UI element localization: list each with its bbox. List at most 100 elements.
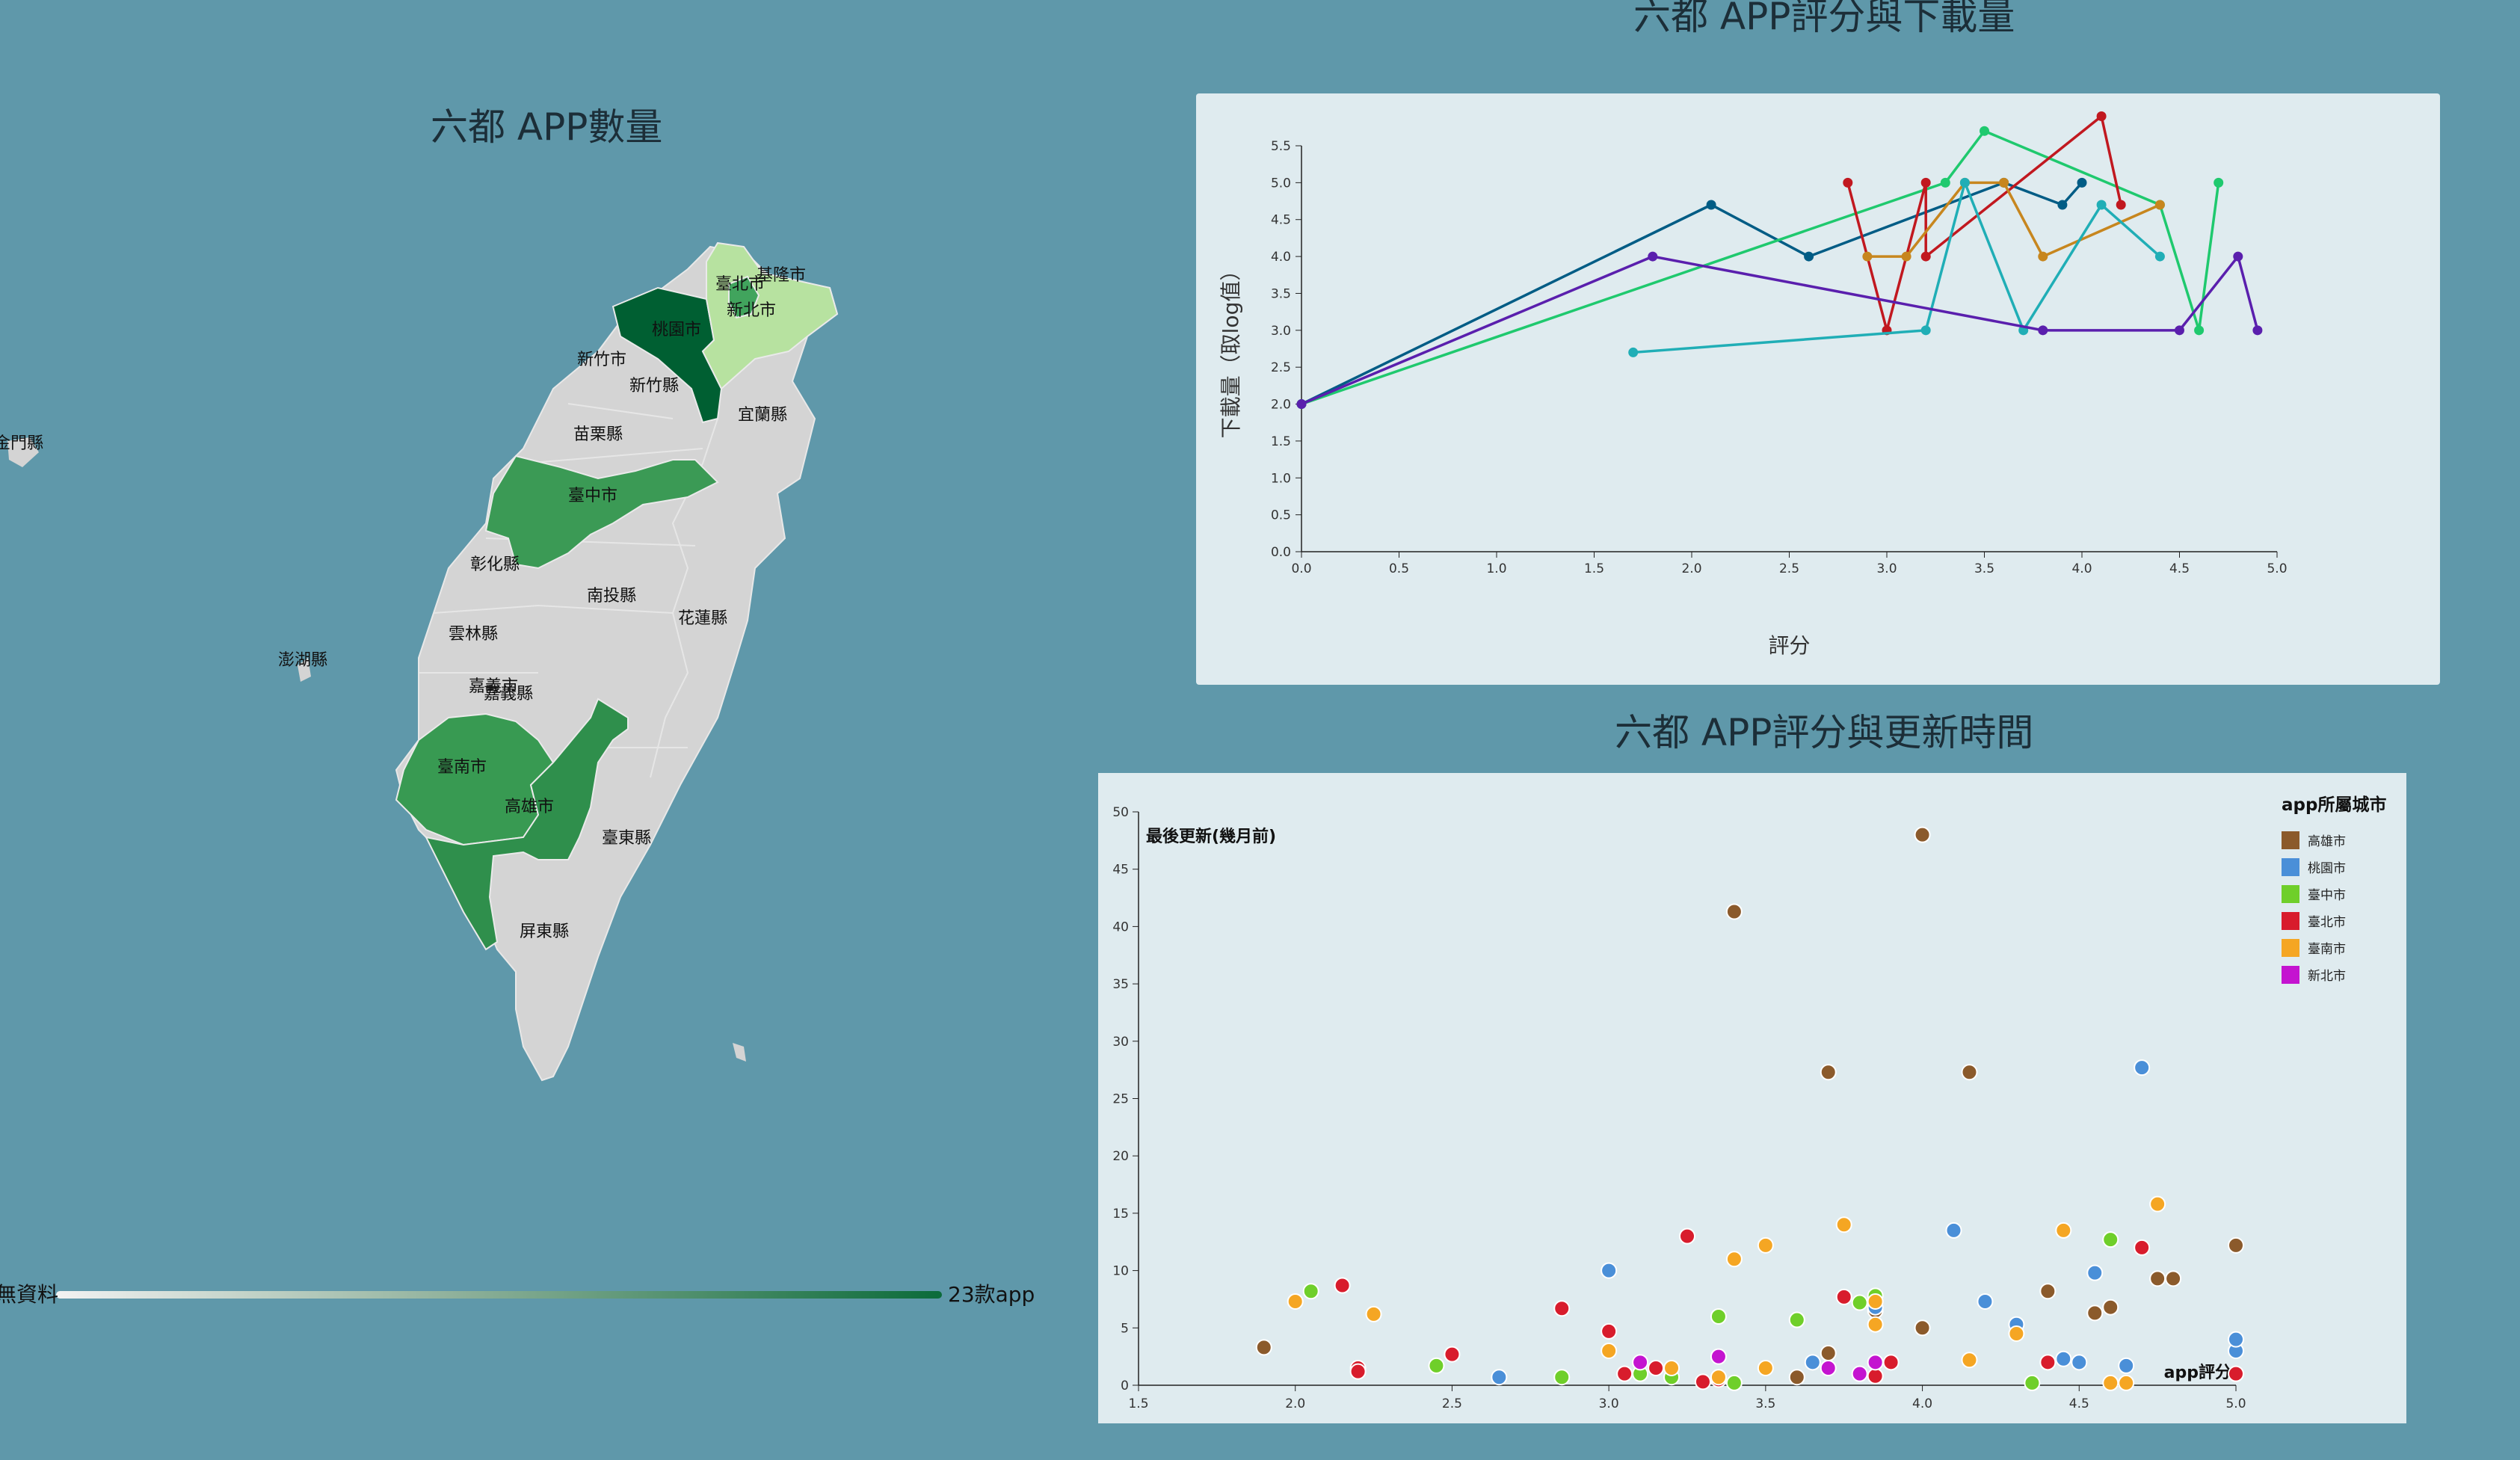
legend-label: 臺中市 bbox=[2308, 888, 2346, 903]
data-point bbox=[1920, 325, 1931, 336]
data-point bbox=[1920, 177, 1931, 188]
x-tick-label: 0.0 bbox=[1291, 561, 1311, 576]
scatter-point-0 bbox=[2228, 1236, 2244, 1254]
y-tick-label: 4.5 bbox=[1271, 213, 1291, 228]
scatter-point-0 bbox=[1788, 1369, 1805, 1386]
scatter-point-5 bbox=[1820, 1359, 1837, 1376]
scatter-point-4 bbox=[2055, 1222, 2072, 1239]
map-legend-min-label: 無資料 bbox=[0, 1282, 59, 1307]
y-tick-label: 20 bbox=[1112, 1149, 1129, 1164]
x-tick-label: 0.5 bbox=[1389, 561, 1409, 576]
scatter-point-2 bbox=[1710, 1307, 1727, 1325]
scatter-point-0 bbox=[2086, 1305, 2104, 1322]
scatter-point-0 bbox=[1255, 1339, 1272, 1356]
scatter-point-3 bbox=[1694, 1373, 1711, 1390]
x-tick-label: 5.0 bbox=[2225, 1396, 2246, 1411]
series-line-3 bbox=[1867, 181, 2161, 259]
x-tick-label: 1.5 bbox=[1584, 561, 1604, 576]
series-line-4 bbox=[1633, 178, 2161, 354]
data-point bbox=[2194, 325, 2205, 336]
scatter-point-0 bbox=[1961, 1064, 1978, 1081]
scatter-point-2 bbox=[1428, 1357, 1445, 1374]
county-label: 宜蘭縣 bbox=[738, 406, 787, 425]
scatter-point-4 bbox=[1663, 1359, 1680, 1376]
scatter-point-2 bbox=[1302, 1283, 1319, 1300]
data-point bbox=[1980, 126, 1989, 136]
y-tick-label: 0 bbox=[1121, 1379, 1129, 1393]
series-line-5 bbox=[1301, 253, 2259, 406]
scatter-point-4 bbox=[1710, 1369, 1727, 1386]
x-tick-label: 2.0 bbox=[1681, 561, 1701, 576]
data-point bbox=[2154, 251, 2165, 262]
scatter-point-0 bbox=[2165, 1270, 2182, 1287]
data-point bbox=[2154, 200, 2165, 210]
legend-label: 高雄市 bbox=[2308, 834, 2346, 849]
scatter-point-5 bbox=[1632, 1354, 1649, 1371]
scatter-point-1 bbox=[1804, 1354, 1821, 1371]
y-axis-label: 最後更新(幾月前) bbox=[1146, 827, 1276, 846]
y-tick-label: 40 bbox=[1112, 920, 1129, 934]
y-tick-label: 45 bbox=[1112, 863, 1129, 878]
data-point bbox=[2116, 200, 2126, 210]
scatter-point-1 bbox=[2228, 1331, 2244, 1348]
scatter-point-0 bbox=[2039, 1283, 2057, 1300]
legend-swatch bbox=[2282, 885, 2299, 903]
line-chart-title: 六都 APP評分與下載量 bbox=[1633, 0, 2015, 38]
scatter-point-2 bbox=[1851, 1294, 1868, 1311]
scatter-point-1 bbox=[1977, 1293, 1994, 1310]
county-label: 臺中市 bbox=[568, 487, 617, 505]
y-tick-label: 50 bbox=[1112, 805, 1129, 820]
scatter-point-4 bbox=[1867, 1293, 1884, 1310]
county-label: 新竹市 bbox=[577, 351, 626, 369]
scatter-point-0 bbox=[2102, 1299, 2119, 1316]
legend-swatch bbox=[2282, 831, 2299, 849]
map-region-taipei[interactable] bbox=[728, 275, 760, 319]
data-point bbox=[1706, 200, 1716, 210]
data-point bbox=[1959, 177, 1970, 188]
x-tick-label: 2.5 bbox=[1442, 1396, 1462, 1411]
series-line-2 bbox=[1846, 114, 2122, 336]
line-chart-panel: 0.0 0.5 1.0 1.5 2.0 2.5 3.0 3.5 4.0 4.5 5.0 0.0 0.5 1… bbox=[1196, 93, 2440, 685]
legend-swatch bbox=[2282, 912, 2299, 930]
y-tick-label: 3.5 bbox=[1271, 286, 1291, 301]
county-label: 雲林縣 bbox=[449, 625, 498, 644]
x-tick-label: 5.0 bbox=[2267, 561, 2287, 576]
scatter-point-1 bbox=[1601, 1262, 1618, 1279]
scatter-point-4 bbox=[1365, 1305, 1382, 1322]
county-label: 屏東縣 bbox=[520, 922, 569, 941]
scatter-point-0 bbox=[2149, 1270, 2166, 1287]
map-region-kinmen bbox=[7, 437, 39, 467]
x-tick-label: 3.5 bbox=[1755, 1396, 1775, 1411]
map-region-taoyuan[interactable] bbox=[611, 286, 723, 424]
county-label: 基隆市 bbox=[757, 266, 806, 285]
y-tick-label: 10 bbox=[1112, 1264, 1129, 1279]
x-tick-label: 4.0 bbox=[2071, 561, 2092, 576]
scatter-point-3 bbox=[1444, 1346, 1461, 1363]
data-point bbox=[1628, 347, 1639, 357]
scatter-point-0 bbox=[1820, 1064, 1837, 1081]
data-point bbox=[2214, 177, 2224, 188]
map-region-islet bbox=[733, 1043, 746, 1062]
scatter-point-5 bbox=[1867, 1354, 1884, 1371]
taiwan-choropleth-map: 基隆市臺北市新北市桃園市新竹市新竹縣宜蘭縣苗栗縣臺中市彰化縣南投縣花蓮縣雲林縣嘉… bbox=[0, 241, 839, 1082]
map-region-kaohsiung[interactable] bbox=[425, 697, 629, 951]
legend-label: 新北市 bbox=[2308, 969, 2346, 984]
map-region-new-taipei[interactable] bbox=[701, 241, 839, 390]
y-tick-label: 2.5 bbox=[1271, 360, 1291, 375]
scatter-point-0 bbox=[1725, 903, 1743, 920]
data-point bbox=[1862, 251, 1873, 262]
map-region-taichung[interactable] bbox=[484, 455, 719, 570]
map-region-base bbox=[395, 245, 839, 1082]
scatter-point-1 bbox=[2055, 1350, 2072, 1367]
scatter-point-3 bbox=[2228, 1365, 2244, 1382]
x-tick-label: 2.0 bbox=[1285, 1396, 1305, 1411]
x-tick-label: 3.5 bbox=[1974, 561, 1994, 576]
y-tick-label: 3.0 bbox=[1271, 324, 1291, 339]
x-tick-label: 1.5 bbox=[1128, 1396, 1148, 1411]
scatter-point-5 bbox=[1710, 1348, 1727, 1365]
scatter-point-1 bbox=[2086, 1264, 2104, 1281]
data-point bbox=[1999, 177, 2009, 188]
scatter-chart-panel: 1.5 2.0 2.5 3.0 3.5 4.0 4.5 5.0 0 5 10 15 20 25 30 35 40… bbox=[1098, 773, 2406, 1423]
x-tick-label: 4.5 bbox=[2169, 561, 2190, 576]
data-point bbox=[1843, 177, 1853, 188]
